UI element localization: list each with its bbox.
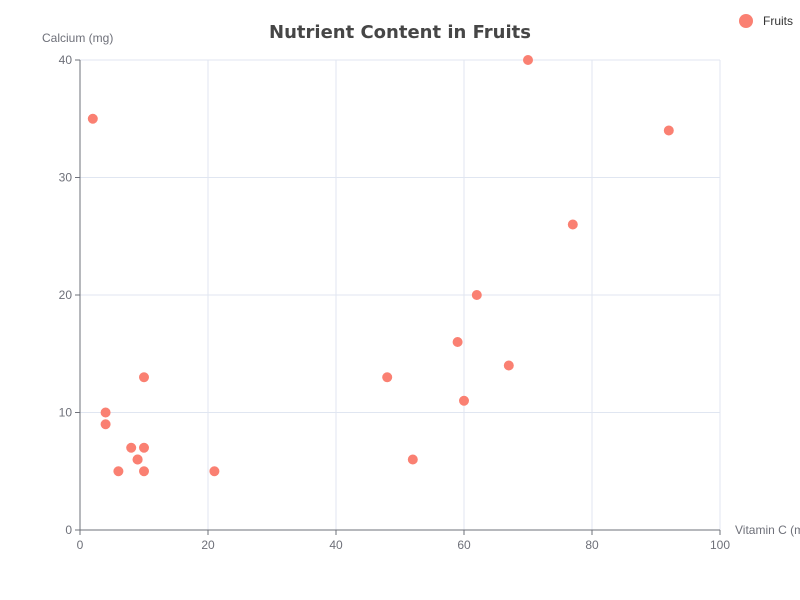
data-points [87,55,674,477]
data-point[interactable] [663,125,674,136]
x-tick-label: 20 [201,538,215,552]
x-tick-label: 100 [710,538,730,552]
data-point[interactable] [139,372,149,383]
data-point[interactable] [132,454,143,465]
data-point[interactable] [567,219,578,230]
x-tick-label: 80 [585,538,599,552]
data-point[interactable] [382,372,393,383]
grid-lines [80,59,721,530]
y-tick-label: 30 [59,171,73,185]
data-point[interactable] [100,407,111,418]
chart-title: Nutrient Content in Fruits [269,22,531,43]
data-point[interactable] [407,454,418,465]
data-point[interactable] [113,466,124,477]
y-tick-label: 10 [59,406,73,420]
y-axis-title: Calcium (mg) [42,31,113,45]
data-point[interactable] [523,55,533,65]
data-point[interactable] [139,466,149,477]
tick-labels: 0 20 40 60 80 100 0 10 20 30 40 [59,53,731,552]
y-tick-label: 40 [59,53,73,67]
data-point[interactable] [459,395,469,406]
x-tick-label: 0 [77,538,84,552]
legend-label: Fruits [763,14,793,28]
y-tick-label: 0 [65,523,72,537]
x-tick-label: 60 [457,538,471,552]
data-point[interactable] [139,442,149,453]
legend-marker-icon [739,14,753,28]
data-point[interactable] [209,466,220,477]
data-point[interactable] [126,442,137,453]
legend[interactable]: Fruits [739,14,793,28]
data-point[interactable] [87,113,98,124]
data-point[interactable] [471,290,482,300]
data-point[interactable] [503,360,514,371]
x-tick-label: 40 [329,538,343,552]
y-tick-label: 20 [59,288,73,302]
x-axis-title: Vitamin C (mg) [735,523,800,537]
data-point[interactable] [100,419,111,430]
data-point[interactable] [452,337,463,347]
